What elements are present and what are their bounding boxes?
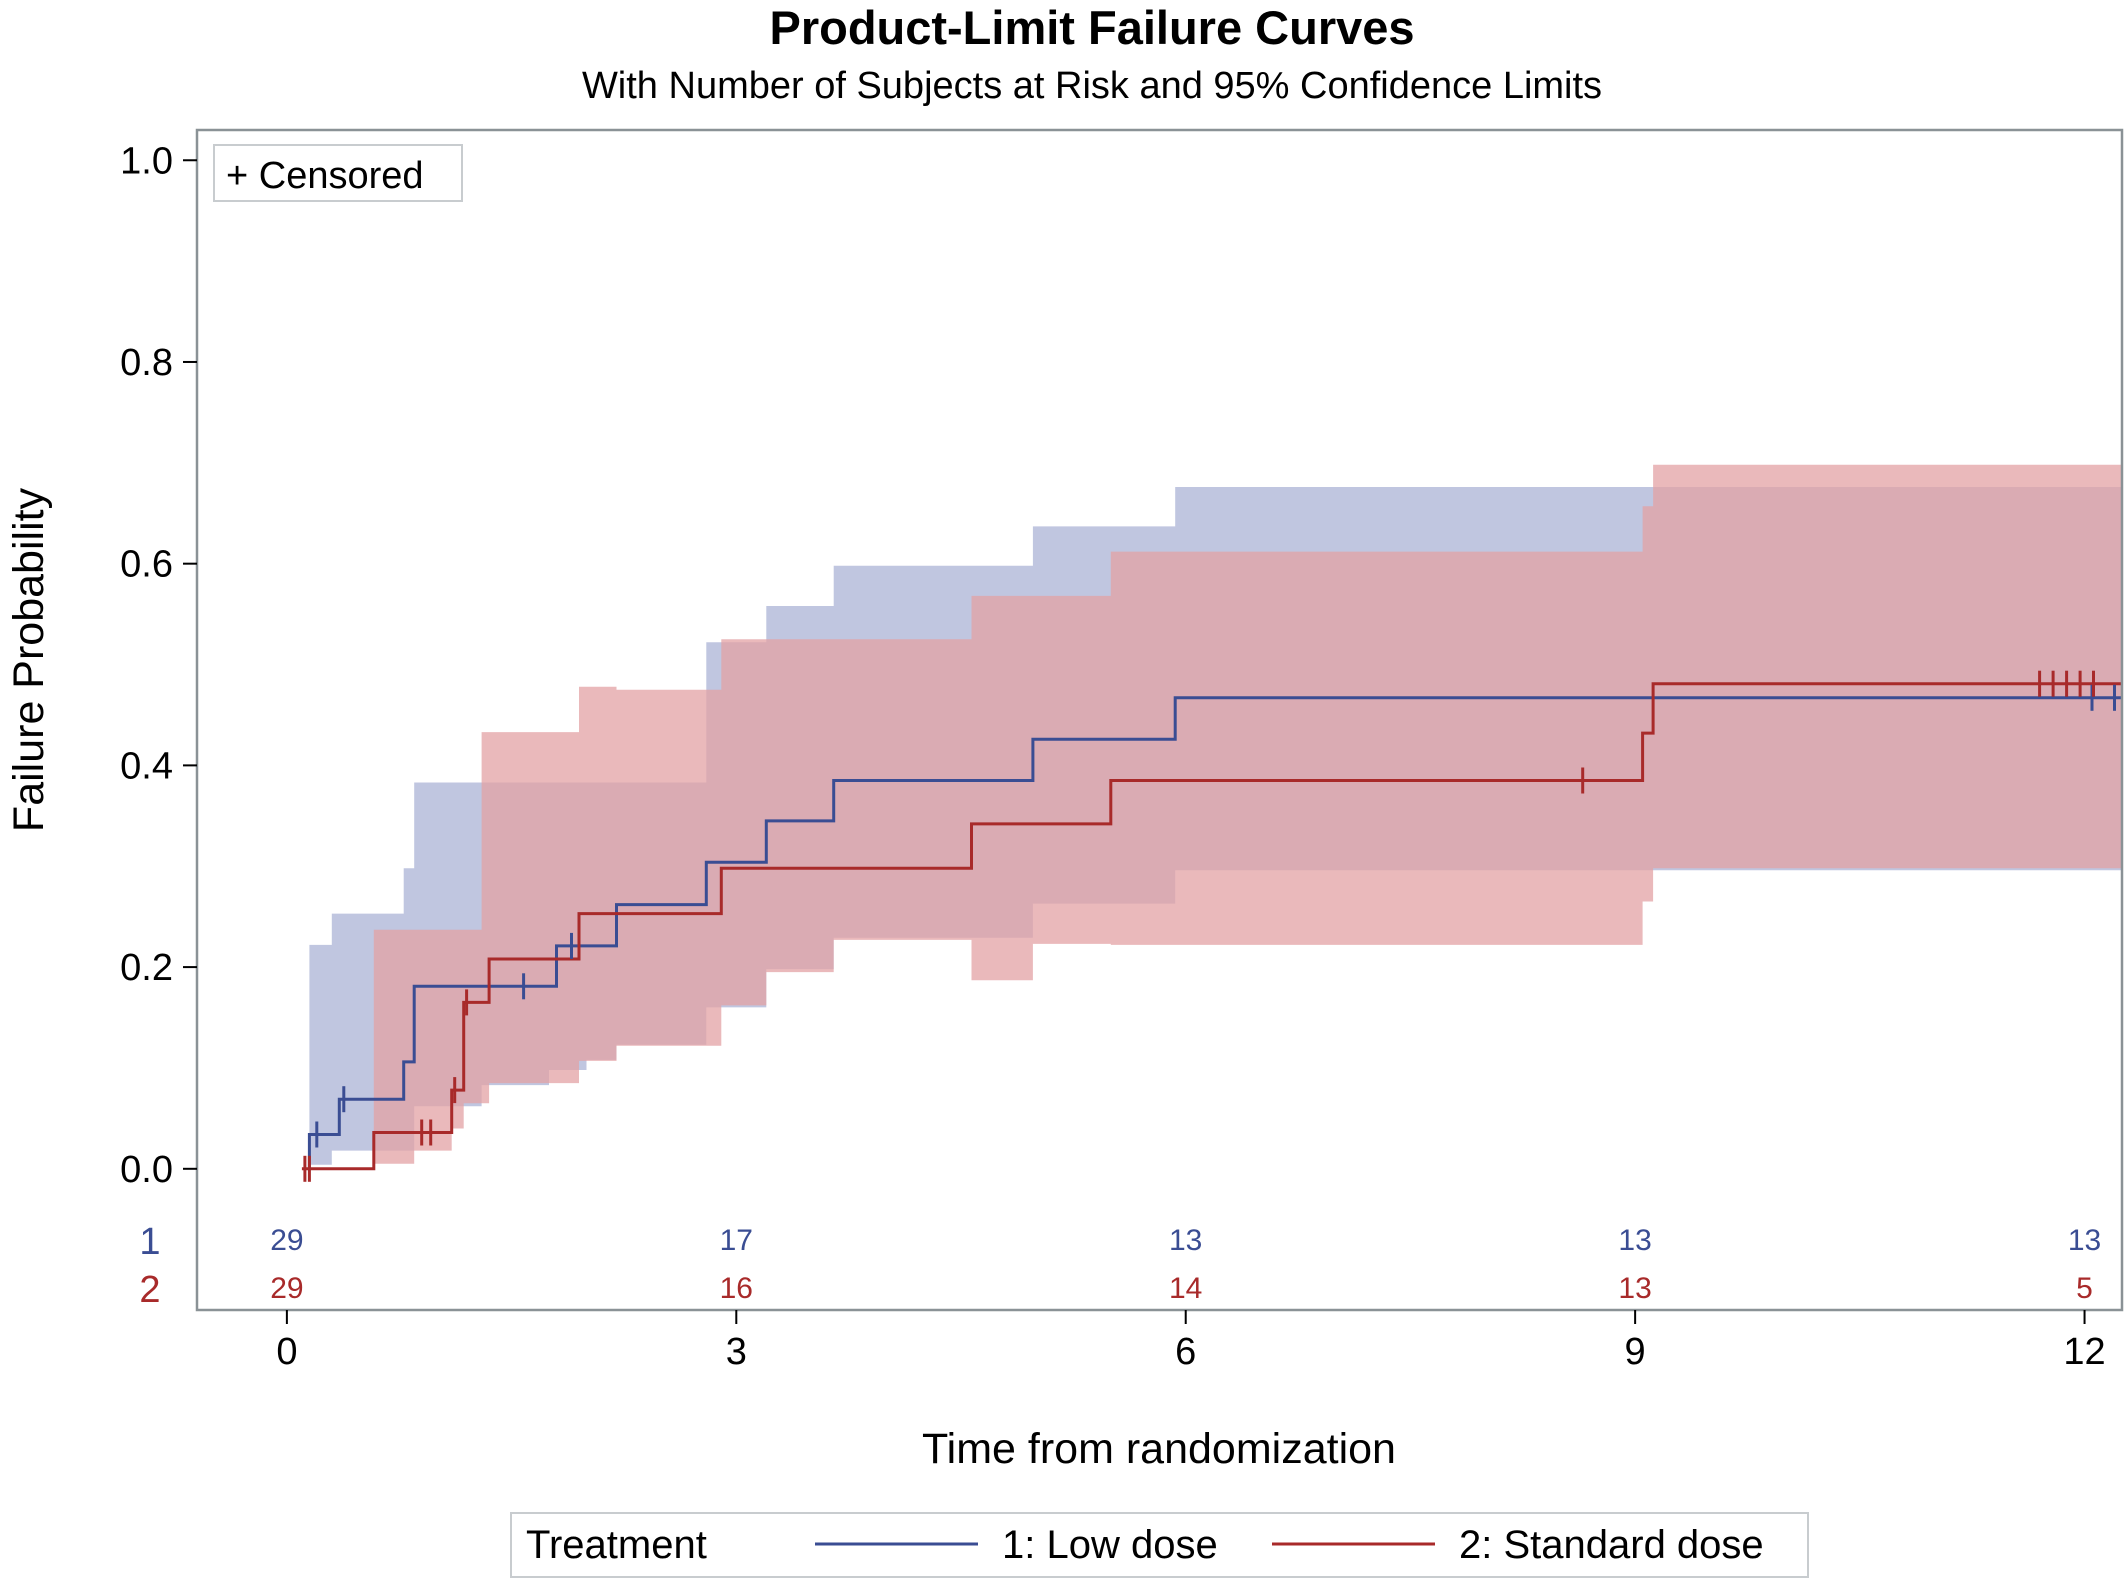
chart-title: Product-Limit Failure Curves	[769, 1, 1414, 54]
chart-subtitle: With Number of Subjects at Risk and 95% …	[582, 65, 1602, 107]
failure-curve-series-1	[307, 696, 2122, 1169]
at-risk-count-series-1-t12: 13	[2068, 1224, 2101, 1257]
failure-curves	[301, 682, 2122, 1171]
at-risk-count-series-2-t6: 14	[1169, 1272, 1202, 1305]
x-tick-label-3: 3	[726, 1331, 747, 1373]
at-risk-count-series-2-t9: 13	[1618, 1272, 1651, 1305]
y-tick-label-4: 0.8	[120, 342, 173, 384]
censored-inset: + Censored	[213, 144, 463, 202]
at-risk-count-series-2-t3: 16	[720, 1272, 753, 1305]
y-axis: 0.0 0.2 0.4 0.6 0.8 1.0	[120, 140, 197, 1191]
x-axis: 0 3 6 9 12	[276, 1310, 2106, 1373]
x-tick-label-9: 9	[1625, 1331, 1646, 1373]
risk-group-label-1: 1	[139, 1221, 160, 1263]
y-tick-label-3: 0.6	[120, 544, 173, 586]
at-risk-count-series-2-t12: 5	[2076, 1272, 2093, 1305]
at-risk-count-series-1-t3: 17	[720, 1224, 753, 1257]
legend-entry-standard-dose: 2: Standard dose	[1459, 1523, 1764, 1567]
risk-group-label-2: 2	[139, 1269, 160, 1311]
confidence-bands	[309, 464, 2122, 1165]
failure-curve-series-2	[301, 682, 2122, 1171]
at-risk-count-series-1-t6: 13	[1169, 1224, 1202, 1257]
y-tick-label-0: 0.0	[120, 1149, 173, 1191]
at-risk-count-series-1-t9: 13	[1618, 1224, 1651, 1257]
x-tick-label-0: 0	[276, 1331, 297, 1373]
y-tick-label-5: 1.0	[120, 140, 173, 182]
legend: Treatment 1: Low dose 2: Standard dose	[510, 1512, 1809, 1578]
legend-entry-low-dose: 1: Low dose	[1002, 1523, 1218, 1567]
x-tick-label-12: 12	[2063, 1331, 2105, 1373]
x-axis-label: Time from randomization	[922, 1425, 1396, 1473]
y-tick-label-2: 0.4	[120, 745, 173, 787]
x-tick-label-6: 6	[1175, 1331, 1196, 1373]
legend-box	[510, 1512, 1809, 1578]
y-tick-label-1: 0.2	[120, 947, 173, 989]
censor-marks	[303, 670, 2116, 1182]
y-axis-label: Failure Probability	[5, 487, 53, 832]
risk-table: 1 29 17 13 13 13 2 29 16 14 13 5	[139, 1221, 2101, 1311]
at-risk-count-series-1-t0: 29	[270, 1224, 303, 1257]
plot-frame	[195, 128, 2124, 1312]
censored-label: + Censored	[226, 155, 424, 197]
legend-title: Treatment	[526, 1523, 707, 1567]
at-risk-count-series-2-t0: 29	[270, 1272, 303, 1305]
confidence-band-series-2	[373, 464, 2122, 1164]
